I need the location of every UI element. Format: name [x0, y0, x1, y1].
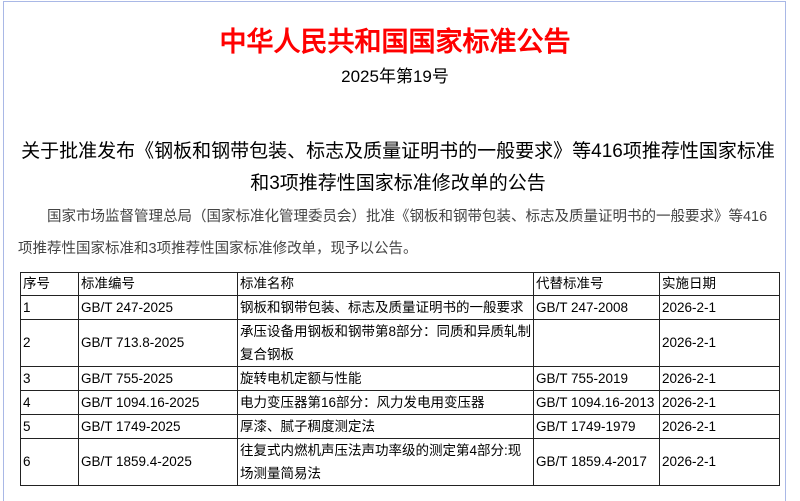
effective-date: 2026-2-1 [659, 319, 780, 367]
replaced-standard: GB/T 1094.16-2013 [533, 390, 660, 415]
effective-date: 2026-2-1 [659, 438, 780, 486]
effective-date: 2026-2-1 [659, 366, 780, 391]
standard-name: 厚漆、腻子稠度测定法 [237, 414, 534, 439]
table-row: 5 GB/T 1749-2025 厚漆、腻子稠度测定法 GB/T 1749-1979 2… [20, 414, 780, 439]
table-row: 2 GB/T 713.8-2025 承压设备用钢板和钢带第8部分：同质和异质轧制复合… [20, 319, 780, 367]
table-row: 4 GB/T 1094.16-2025 电力变压器第16部分：风力发电用变压器 GB/… [20, 390, 780, 415]
table-row: 3 GB/T 755-2025 旋转电机定额与性能 GB/T 755-2019 2026… [20, 366, 780, 391]
table-row: 1 GB/T 247-2025 钢板和钢带包装、标志及质量证明书的一般要求 GB/T … [20, 295, 780, 320]
row-number: 3 [20, 366, 79, 391]
standard-name: 旋转电机定额与性能 [237, 366, 534, 391]
header-cell: 代替标准号 [533, 272, 660, 296]
standard-code: GB/T 755-2025 [78, 366, 238, 391]
standard-name: 承压设备用钢板和钢带第8部分：同质和异质轧制复合钢板 [237, 319, 534, 367]
effective-date: 2026-2-1 [659, 414, 780, 439]
standard-code: GB/T 1749-2025 [78, 414, 238, 439]
notice-heading: 关于批准发布《钢板和钢带包装、标志及质量证明书的一般要求》等416项推荐性国家标… [21, 141, 775, 194]
row-number: 6 [20, 438, 79, 486]
replaced-standard [533, 319, 660, 367]
standards-table: 序号 标准编号 标准名称 代替标准号 实施日期 1 GB/T 247-2025 钢板… [20, 272, 780, 486]
replaced-standard: GB/T 247-2008 [533, 295, 660, 320]
standard-code: GB/T 247-2025 [78, 295, 238, 320]
standard-name: 往复式内燃机声压法声功率级的测定第4部分:现场测量简易法 [237, 438, 534, 486]
standard-name: 电力变压器第16部分：风力发电用变压器 [237, 390, 534, 415]
notice-paragraph: 国家市场监督管理总局（国家标准化管理委员会）批准《钢板和钢带包装、标志及质量证明… [18, 209, 768, 257]
table-row: 6 GB/T 1859.4-2025 往复式内燃机声压法声功率级的测定第4部分:现场… [20, 438, 780, 486]
row-number: 5 [20, 414, 79, 439]
header-cell: 实施日期 [659, 272, 780, 296]
replaced-standard: GB/T 1749-1979 [533, 414, 660, 439]
row-number: 2 [20, 319, 79, 367]
row-number: 4 [20, 390, 79, 415]
effective-date: 2026-2-1 [659, 295, 780, 320]
header-cell: 标准名称 [237, 272, 534, 296]
standard-name: 钢板和钢带包装、标志及质量证明书的一般要求 [237, 295, 534, 320]
replaced-standard: GB/T 1859.4-2017 [533, 438, 660, 486]
header-cell: 标准编号 [78, 272, 238, 296]
announcement-title: 中华人民共和国国家标准公告 [219, 27, 571, 57]
header-cell: 序号 [20, 272, 79, 296]
issue-number: 2025年第19号 [341, 67, 449, 86]
effective-date: 2026-2-1 [659, 390, 780, 415]
replaced-standard: GB/T 755-2019 [533, 366, 660, 391]
standard-code: GB/T 713.8-2025 [78, 319, 238, 367]
standard-code: GB/T 1094.16-2025 [78, 390, 238, 415]
standard-code: GB/T 1859.4-2025 [78, 438, 238, 486]
table-header-row: 序号 标准编号 标准名称 代替标准号 实施日期 [20, 272, 780, 296]
row-number: 1 [20, 295, 79, 320]
page-frame [3, 1, 786, 501]
